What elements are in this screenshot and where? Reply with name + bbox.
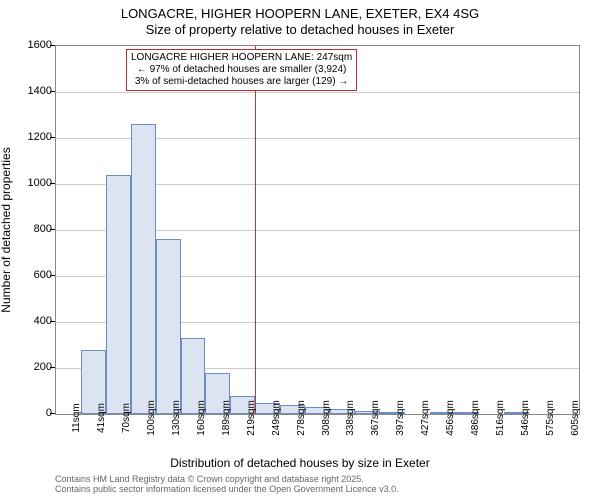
x-tick-label: 338sqm	[345, 400, 356, 436]
x-tick-label: 41sqm	[96, 403, 107, 433]
x-tick-label: 249sqm	[271, 400, 282, 436]
annotation-line: LONGACRE HIGHER HOOPERN LANE: 247sqm	[131, 52, 352, 64]
y-tick-label: 600	[12, 269, 52, 281]
footer-line-1: Contains HM Land Registry data © Crown c…	[55, 474, 399, 484]
x-tick-label: 308sqm	[321, 400, 332, 436]
title-line-1: LONGACRE, HIGHER HOOPERN LANE, EXETER, E…	[0, 6, 600, 22]
annotation-box: LONGACRE HIGHER HOOPERN LANE: 247sqm← 97…	[126, 49, 357, 91]
x-tick-label: 397sqm	[395, 400, 406, 436]
annotation-line: 3% of semi-detached houses are larger (1…	[131, 76, 352, 88]
footer-attribution: Contains HM Land Registry data © Crown c…	[55, 474, 399, 495]
x-tick-label: 219sqm	[246, 400, 257, 436]
y-tick-label: 1000	[12, 177, 52, 189]
x-tick-label: 427sqm	[420, 400, 431, 436]
y-tick-label: 400	[12, 315, 52, 327]
chart-plot-area: LONGACRE HIGHER HOOPERN LANE: 247sqm← 97…	[55, 45, 580, 415]
title-line-2: Size of property relative to detached ho…	[0, 22, 600, 38]
x-tick-label: 189sqm	[221, 400, 232, 436]
histogram-bar	[131, 124, 156, 414]
footer-line-2: Contains public sector information licen…	[55, 484, 399, 494]
y-tick-label: 200	[12, 361, 52, 373]
grid-line	[56, 92, 579, 93]
chart-container: LONGACRE, HIGHER HOOPERN LANE, EXETER, E…	[0, 0, 600, 500]
x-tick-label: 516sqm	[495, 400, 506, 436]
x-tick-label: 605sqm	[570, 400, 581, 436]
x-tick-label: 130sqm	[171, 400, 182, 436]
histogram-bar	[156, 239, 181, 414]
x-tick-label: 100sqm	[146, 400, 157, 436]
x-tick-label: 456sqm	[445, 400, 456, 436]
x-tick-label: 575sqm	[545, 400, 556, 436]
y-tick-label: 0	[12, 407, 52, 419]
y-tick-label: 1200	[12, 131, 52, 143]
histogram-bar	[106, 175, 131, 414]
x-tick-label: 546sqm	[520, 400, 531, 436]
reference-line-marker	[255, 46, 256, 414]
y-tick-label: 800	[12, 223, 52, 235]
x-tick-label: 486sqm	[470, 400, 481, 436]
x-tick-label: 11sqm	[71, 403, 82, 432]
title-block: LONGACRE, HIGHER HOOPERN LANE, EXETER, E…	[0, 0, 600, 37]
y-tick-label: 1400	[12, 85, 52, 97]
y-tick-label: 1600	[12, 39, 52, 51]
x-tick-label: 70sqm	[121, 403, 132, 433]
x-axis-label: Distribution of detached houses by size …	[0, 456, 600, 470]
x-tick-label: 160sqm	[196, 400, 207, 436]
annotation-line: ← 97% of detached houses are smaller (3,…	[131, 64, 352, 76]
x-tick-label: 367sqm	[370, 400, 381, 436]
x-tick-label: 278sqm	[296, 400, 307, 436]
